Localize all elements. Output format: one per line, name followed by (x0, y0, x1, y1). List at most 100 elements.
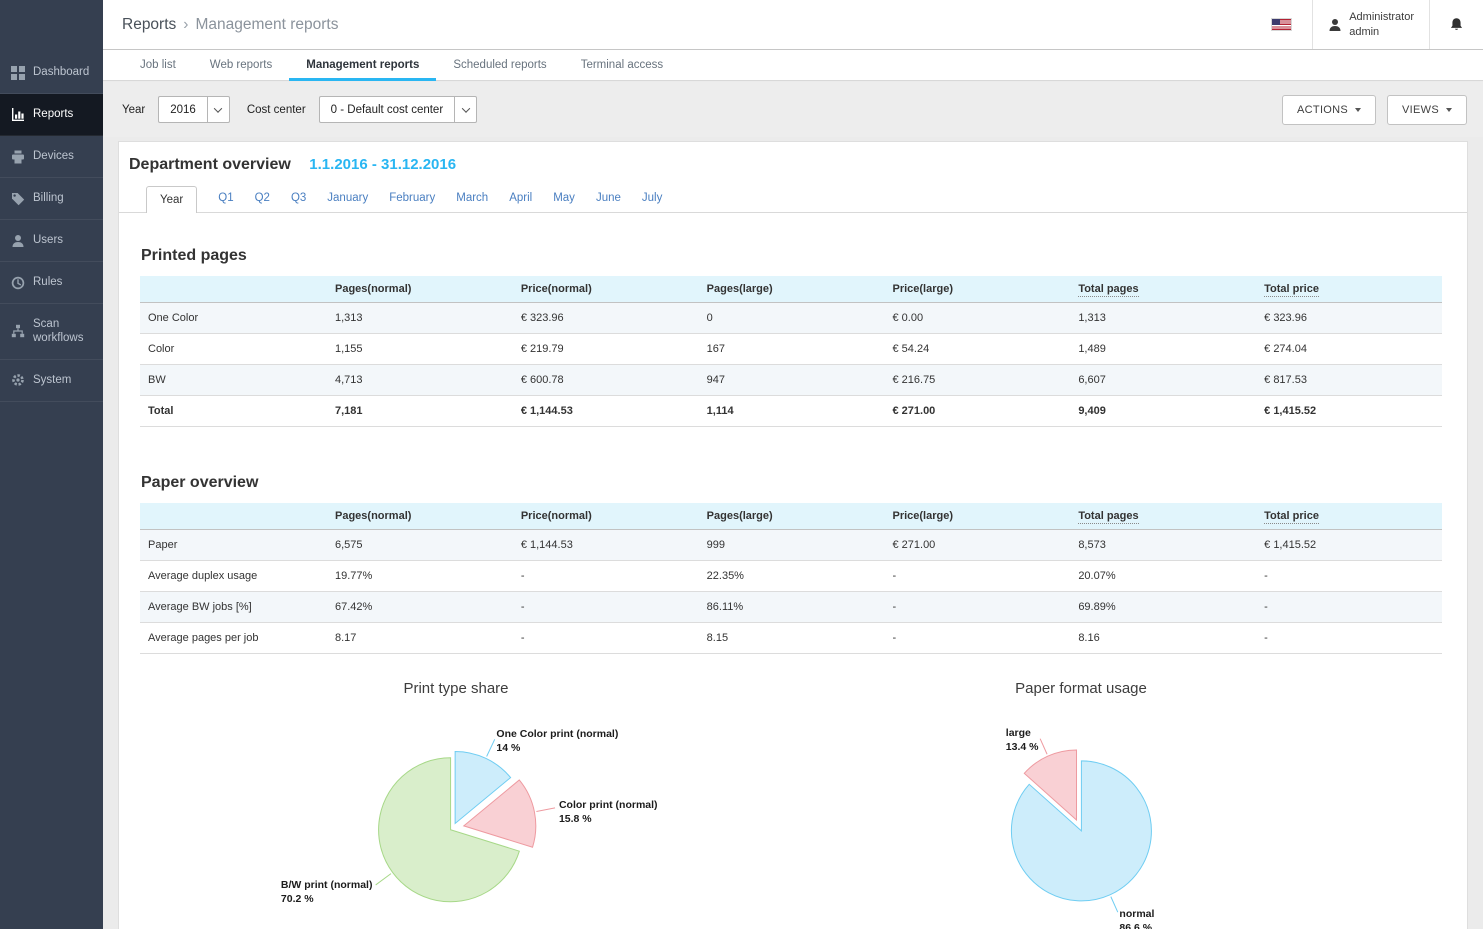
sidebar-item-rules[interactable]: Rules (0, 262, 103, 304)
table-cell: - (884, 561, 1070, 592)
table-cell: - (513, 561, 699, 592)
pie-svg (881, 698, 1301, 929)
cost-center-select[interactable]: 0 - Default cost center (319, 96, 478, 123)
table-cell: 6,607 (1070, 365, 1256, 396)
table-cell: 0 (699, 303, 885, 334)
bar-chart-icon (10, 108, 25, 122)
gear-icon (10, 373, 25, 387)
sidebar-item-label: Rules (33, 275, 62, 289)
tab-web-reports[interactable]: Web reports (193, 50, 289, 80)
table-cell: 8.16 (1070, 623, 1256, 654)
table-row: Average duplex usage19.77%-22.35%-20.07%… (140, 561, 1442, 592)
sidebar-item-billing[interactable]: Billing (0, 178, 103, 220)
sidebar-item-scan-workflows[interactable]: Scan workflows (0, 304, 103, 360)
subtab-q3[interactable]: Q3 (291, 192, 306, 204)
subtab-january[interactable]: January (327, 192, 368, 204)
table-cell: - (884, 623, 1070, 654)
sidebar-item-users[interactable]: Users (0, 220, 103, 262)
tab-job-list[interactable]: Job list (123, 50, 193, 80)
column-header: Price(normal) (513, 503, 699, 530)
notifications-button[interactable] (1430, 0, 1483, 49)
tab-scheduled-reports[interactable]: Scheduled reports (436, 50, 563, 80)
sidebar-item-devices[interactable]: Devices (0, 136, 103, 178)
subtab-june[interactable]: June (596, 192, 621, 204)
table-cell: 1,114 (699, 396, 885, 427)
sidebar-item-label: System (33, 373, 71, 387)
table-cell: 167 (699, 334, 885, 365)
subtab-march[interactable]: March (456, 192, 488, 204)
column-header: Total pages (1070, 503, 1256, 530)
caret-down-icon (1446, 108, 1452, 112)
sidebar-item-label: Devices (33, 149, 74, 163)
actions-button[interactable]: ACTIONS (1282, 95, 1376, 125)
paper-format-usage-chart: Paper format usage normal86.6 %large13.4… (781, 676, 1381, 929)
table-cell: € 216.75 (884, 365, 1070, 396)
subtab-q1[interactable]: Q1 (218, 192, 233, 204)
subtab-q2[interactable]: Q2 (255, 192, 270, 204)
sidebar-item-reports[interactable]: Reports (0, 94, 103, 136)
row-label: Color (140, 334, 327, 365)
pie-label-b-w-print-normal: B/W print (normal)70.2 % (281, 878, 373, 906)
report-header: Department overview 1.1.2016 - 31.12.201… (119, 142, 1467, 174)
sidebar-item-label: Reports (33, 107, 73, 121)
grid-icon (10, 66, 25, 80)
table-cell: 947 (699, 365, 885, 396)
table-cell: € 271.00 (884, 396, 1070, 427)
table-cell: € 1,144.53 (513, 530, 699, 561)
views-button[interactable]: VIEWS (1387, 95, 1467, 125)
subtab-july[interactable]: July (642, 192, 662, 204)
sidebar: Dashboard Reports Devices BillingUsers Rules… (0, 0, 103, 929)
table-cell: - (1256, 561, 1442, 592)
breadcrumb-section[interactable]: Reports (122, 16, 176, 33)
year-select[interactable]: 2016 (158, 96, 230, 123)
pie-slice-normal (1011, 761, 1151, 901)
toolbar: ACTIONS VIEWS (1282, 95, 1467, 125)
page-title: Department overview (129, 156, 291, 173)
table-row: Paper6,575€ 1,144.53999€ 271.008,573€ 1,… (140, 530, 1442, 561)
row-label: BW (140, 365, 327, 396)
table-cell: 19.77% (327, 561, 513, 592)
table-cell: 1,155 (327, 334, 513, 365)
bell-icon (1449, 17, 1464, 32)
top-header: Reports›Management reports Administrator… (103, 0, 1483, 50)
user-menu[interactable]: Administratoradmin (1313, 0, 1429, 49)
chevron-down-icon (207, 97, 229, 122)
language-selector[interactable] (1251, 0, 1312, 49)
app-window: Dashboard Reports Devices BillingUsers Rules… (0, 0, 1483, 929)
tab-terminal-access[interactable]: Terminal access (564, 50, 680, 80)
table-cell: 1,313 (327, 303, 513, 334)
column-header: Total pages (1070, 276, 1256, 303)
table-cell: 22.35% (699, 561, 885, 592)
column-header: Total price (1256, 276, 1442, 303)
year-label: Year (122, 104, 145, 116)
column-header: Pages(normal) (327, 276, 513, 303)
column-header: Total price (1256, 503, 1442, 530)
table-cell: € 1,415.52 (1256, 530, 1442, 561)
printed-pages-table: Pages(normal)Price(normal)Pages(large)Pr… (140, 276, 1442, 427)
column-header: Pages(large) (699, 276, 885, 303)
printer-icon (10, 150, 25, 164)
tab-management-reports[interactable]: Management reports (289, 50, 436, 80)
sidebar-item-dashboard[interactable]: Dashboard (0, 52, 103, 94)
paper-overview-table: Pages(normal)Price(normal)Pages(large)Pr… (140, 503, 1442, 654)
subtab-february[interactable]: February (389, 192, 435, 204)
tag-icon (10, 192, 25, 206)
table-cell: 20.07% (1070, 561, 1256, 592)
print-type-share-chart: Print type share One Color print (normal… (131, 676, 781, 929)
row-label: Average pages per job (140, 623, 327, 654)
subtab-april[interactable]: April (509, 192, 532, 204)
subtab-year[interactable]: Year (146, 186, 197, 213)
year-select-value: 2016 (159, 104, 207, 116)
table-row: BW4,713€ 600.78947€ 216.756,607€ 817.53 (140, 365, 1442, 396)
table-row: Average pages per job8.17-8.15-8.16- (140, 623, 1442, 654)
column-header: Price(normal) (513, 276, 699, 303)
table-cell: 8.17 (327, 623, 513, 654)
subtab-may[interactable]: May (553, 192, 575, 204)
period-subtabs: Year Q1 Q2 Q3 January February March April May Ju… (119, 185, 1467, 213)
data-table: Pages(normal)Price(normal)Pages(large)Pr… (140, 276, 1442, 427)
pie-label-large: large13.4 % (1006, 726, 1039, 754)
table-cell: - (513, 592, 699, 623)
user-icon (1328, 18, 1342, 32)
us-flag-icon (1272, 19, 1291, 30)
sidebar-item-system[interactable]: System (0, 360, 103, 402)
